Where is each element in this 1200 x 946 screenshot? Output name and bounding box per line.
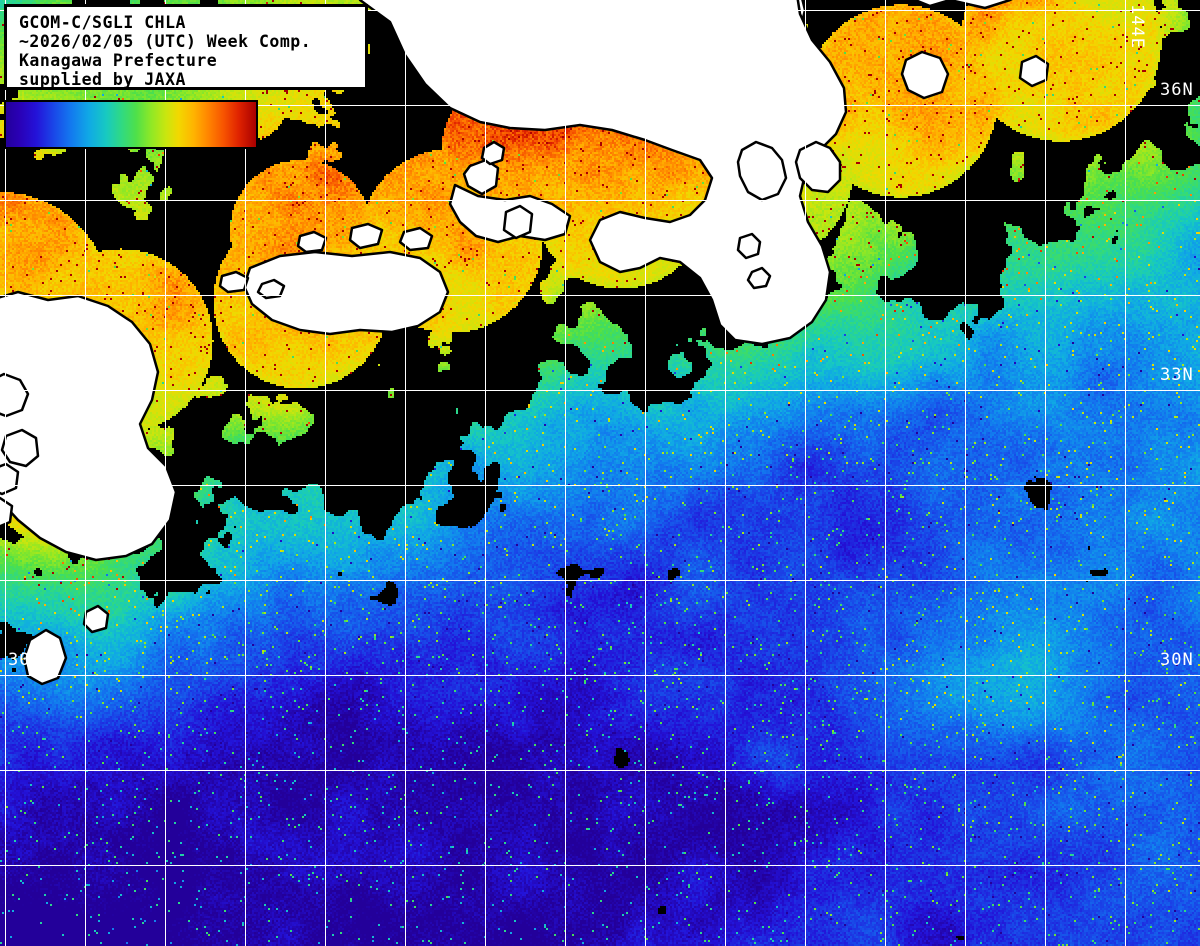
title-line-region: Kanagawa Prefecture [19, 51, 218, 70]
latitude-label-30N: 30N [1160, 650, 1194, 670]
latitude-label-33N: 33N [1160, 365, 1194, 385]
longitude-label-144E: 144E [1127, 4, 1147, 49]
chlorophyll-colorbar [4, 100, 258, 149]
title-line-credit: supplied by JAXA [19, 70, 186, 89]
colorbar-gradient [6, 102, 256, 147]
title-line-product: GCOM-C/SGLI CHLA [19, 13, 186, 32]
map-title-box: GCOM-C/SGLI CHLA ~2026/02/05 (UTC) Week … [4, 4, 368, 90]
latitude-label-36N: 36N [1160, 80, 1194, 100]
title-line-date: ~2026/02/05 (UTC) Week Comp. [19, 32, 312, 51]
latitude-label-30N: 30N [8, 650, 42, 670]
longitude-label-136E: 136E [487, 4, 507, 49]
